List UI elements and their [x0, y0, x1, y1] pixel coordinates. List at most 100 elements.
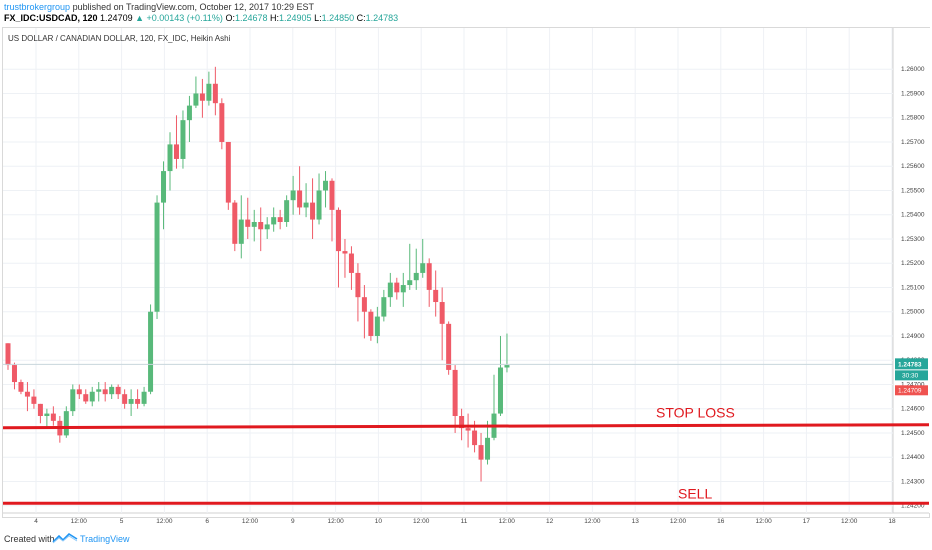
x-tick-label: 12:00 [156, 518, 173, 525]
chart-title: US DOLLAR / CANADIAN DOLLAR, 120, FX_IDC… [8, 34, 231, 43]
candle-body [96, 389, 102, 392]
current-price-tag [895, 358, 928, 370]
open-value: 1.24678 [234, 13, 268, 23]
created-with-text: Created with [4, 534, 55, 544]
y-tick-label: 1.25800 [901, 115, 925, 122]
price-axis [893, 28, 930, 513]
candle-body [381, 297, 387, 317]
candle-body [258, 222, 264, 230]
y-tick-label: 1.25000 [901, 309, 925, 316]
candle-body [167, 144, 173, 172]
candle-body [497, 367, 503, 414]
published-text: published on TradingView.com, October 12… [72, 2, 315, 12]
countdown-tag [895, 370, 928, 381]
candle-body [83, 394, 89, 402]
high-label: H: [270, 13, 280, 23]
candle-body [329, 180, 335, 210]
candle-body [297, 190, 303, 208]
close-label: C: [356, 13, 366, 23]
candle-body [89, 391, 95, 402]
x-tick-label: 12:00 [71, 518, 88, 525]
x-tick-label: 16 [717, 518, 725, 525]
candle-body [186, 105, 192, 121]
author-link[interactable]: trustbrokergroup [4, 2, 71, 12]
x-tick-label: 11 [461, 518, 468, 525]
candle-body [335, 209, 341, 252]
x-tick-label: 13 [632, 518, 640, 525]
candle-body [407, 280, 413, 286]
x-tick-label: 12:00 [584, 518, 601, 525]
candle-body [303, 202, 309, 208]
low-label: L: [314, 13, 322, 23]
candle-body [387, 282, 393, 298]
low-value: 1.24850 [321, 13, 355, 23]
x-tick-label: 17 [803, 518, 811, 525]
candle-body [76, 389, 82, 395]
candle-body [368, 311, 374, 336]
last-price-tag [895, 385, 928, 396]
tradingview-brand[interactable]: TradingView [80, 534, 130, 544]
candle-body [420, 263, 426, 273]
candle-body [161, 171, 167, 203]
candle-body [394, 282, 400, 293]
y-tick-label: 1.24500 [901, 430, 925, 437]
y-tick-label: 1.25200 [901, 260, 925, 267]
candle-body [219, 103, 225, 142]
y-tick-label: 1.26000 [901, 66, 925, 73]
candle-body [485, 437, 491, 460]
high-value: 1.24905 [279, 13, 312, 23]
current-price-tag-label: 1.24783 [898, 361, 922, 368]
y-tick-label: 1.25300 [901, 236, 925, 243]
candle-body [31, 396, 37, 404]
candle-body [238, 219, 244, 244]
candle-body [316, 190, 322, 220]
y-tick-label: 1.25900 [901, 90, 925, 97]
candle-body [465, 428, 471, 431]
footer: Created with TradingView [0, 530, 932, 550]
candle-body [225, 141, 231, 203]
candle-body [212, 83, 218, 104]
y-tick-label: 1.25700 [901, 139, 925, 146]
x-tick-label: 12:00 [327, 518, 344, 525]
x-tick-label: 18 [888, 518, 896, 525]
candle-body [115, 386, 121, 395]
candle-body [63, 411, 69, 436]
candle-body [323, 180, 329, 191]
candle-body [426, 263, 432, 290]
candle-body [504, 365, 510, 368]
candle-body [310, 202, 316, 220]
y-tick-label: 1.25100 [901, 284, 925, 291]
candle-body [361, 297, 367, 312]
candle-body [50, 413, 56, 421]
candle-body [439, 302, 445, 324]
y-tick-label: 1.24600 [901, 406, 925, 413]
open-label: O: [225, 13, 235, 23]
candle-body [193, 93, 199, 106]
x-tick-label: 10 [375, 518, 383, 525]
candle-body [37, 403, 43, 416]
candle-body [251, 222, 257, 227]
candle-body [452, 369, 458, 416]
candle-body [122, 394, 128, 404]
x-tick-label: 12:00 [841, 518, 858, 525]
candle-body [400, 285, 406, 293]
candle-body [11, 365, 17, 383]
x-tick-label: 5 [120, 518, 124, 525]
last-price: 1.24709 [100, 13, 133, 23]
candle-body [148, 311, 154, 392]
candle-body [154, 202, 160, 312]
candle-body [271, 217, 277, 225]
candle-body [5, 343, 11, 366]
close-value: 1.24783 [365, 13, 399, 23]
candle-body [245, 219, 251, 227]
price-change: ▲ +0.00143 (+0.11%) [135, 13, 223, 23]
y-tick-label: 1.24900 [901, 333, 925, 340]
candle-body [355, 272, 361, 298]
candlestick-chart[interactable]: 1.26000 1.25900 1.25800 1.25700 1.25600 1.255… [0, 0, 932, 530]
tradingview-logo-icon [52, 532, 78, 544]
candle-body [135, 399, 141, 404]
x-tick-label: 9 [291, 518, 295, 525]
candle-body [277, 217, 283, 222]
symbol-label: FX_IDC:USDCAD, 120 [4, 13, 98, 23]
y-tick-label: 1.25400 [901, 212, 925, 219]
